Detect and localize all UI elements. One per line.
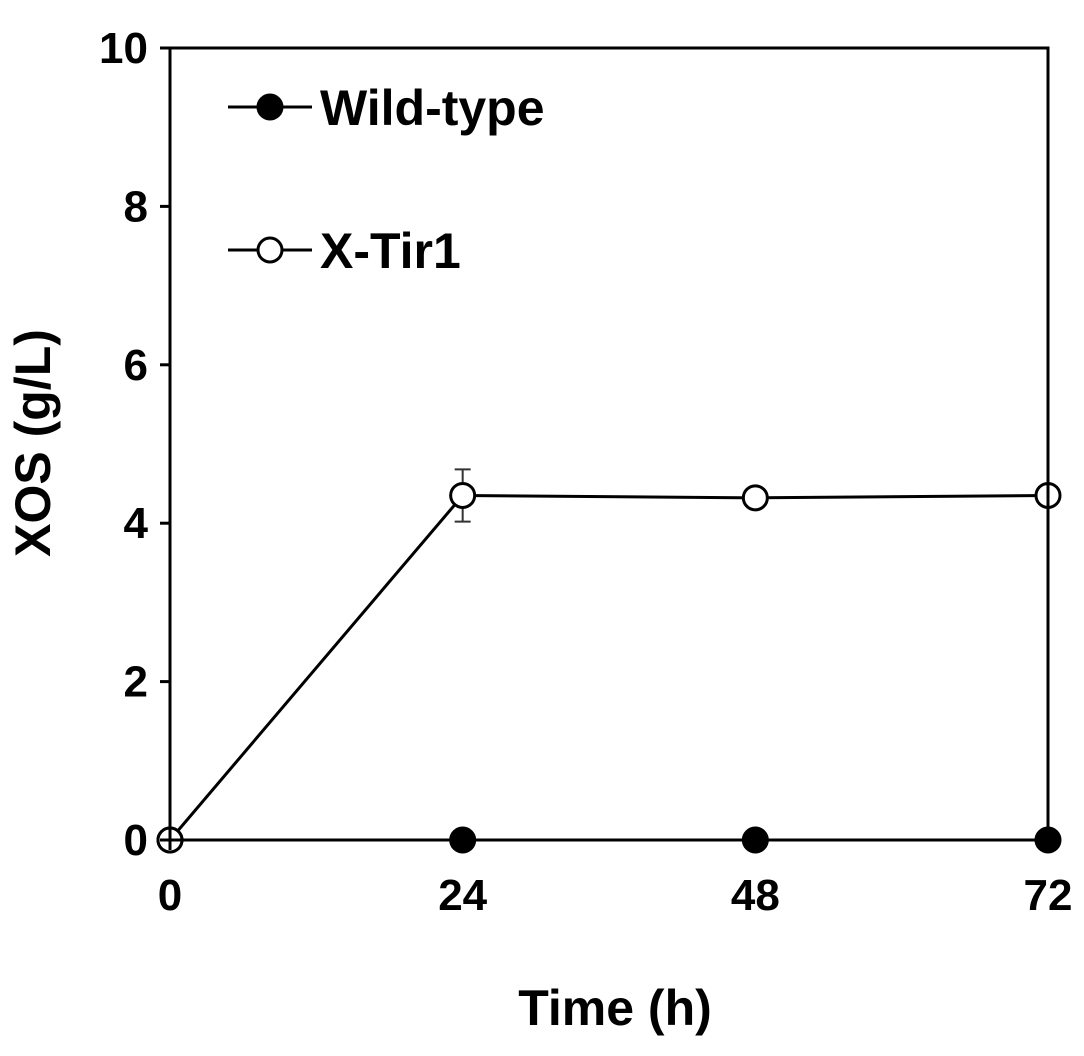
x-tick-label: 48 xyxy=(731,871,780,920)
data-point-x-tir1 xyxy=(449,481,477,509)
y-axis-title: XOS (g/L) xyxy=(5,329,61,557)
legend: Wild-type X-Tir1 xyxy=(228,80,545,279)
legend-marker-wild-type xyxy=(256,93,284,121)
y-tick-label: 2 xyxy=(124,658,148,707)
legend-label-wild-type: Wild-type xyxy=(320,80,545,136)
legend-marker-x-tir1 xyxy=(256,236,284,264)
series-line-x-tir1 xyxy=(168,493,1049,841)
y-tick-label: 0 xyxy=(124,816,148,865)
plot-frame xyxy=(168,46,1050,842)
legend-label-x-tir1: X-Tir1 xyxy=(320,223,461,279)
x-tick-label: 0 xyxy=(158,871,182,920)
data-point-x-tir1 xyxy=(741,484,769,512)
y-tick-label: 10 xyxy=(99,24,148,73)
y-tick-label: 6 xyxy=(124,341,148,390)
y-tick-label: 4 xyxy=(124,499,149,548)
x-axis-title: Time (h) xyxy=(518,980,712,1036)
x-tick-label: 24 xyxy=(438,871,487,920)
y-tick-label: 8 xyxy=(124,182,148,231)
plot-layer xyxy=(156,468,1062,854)
x-tick-label: 72 xyxy=(1024,871,1073,920)
